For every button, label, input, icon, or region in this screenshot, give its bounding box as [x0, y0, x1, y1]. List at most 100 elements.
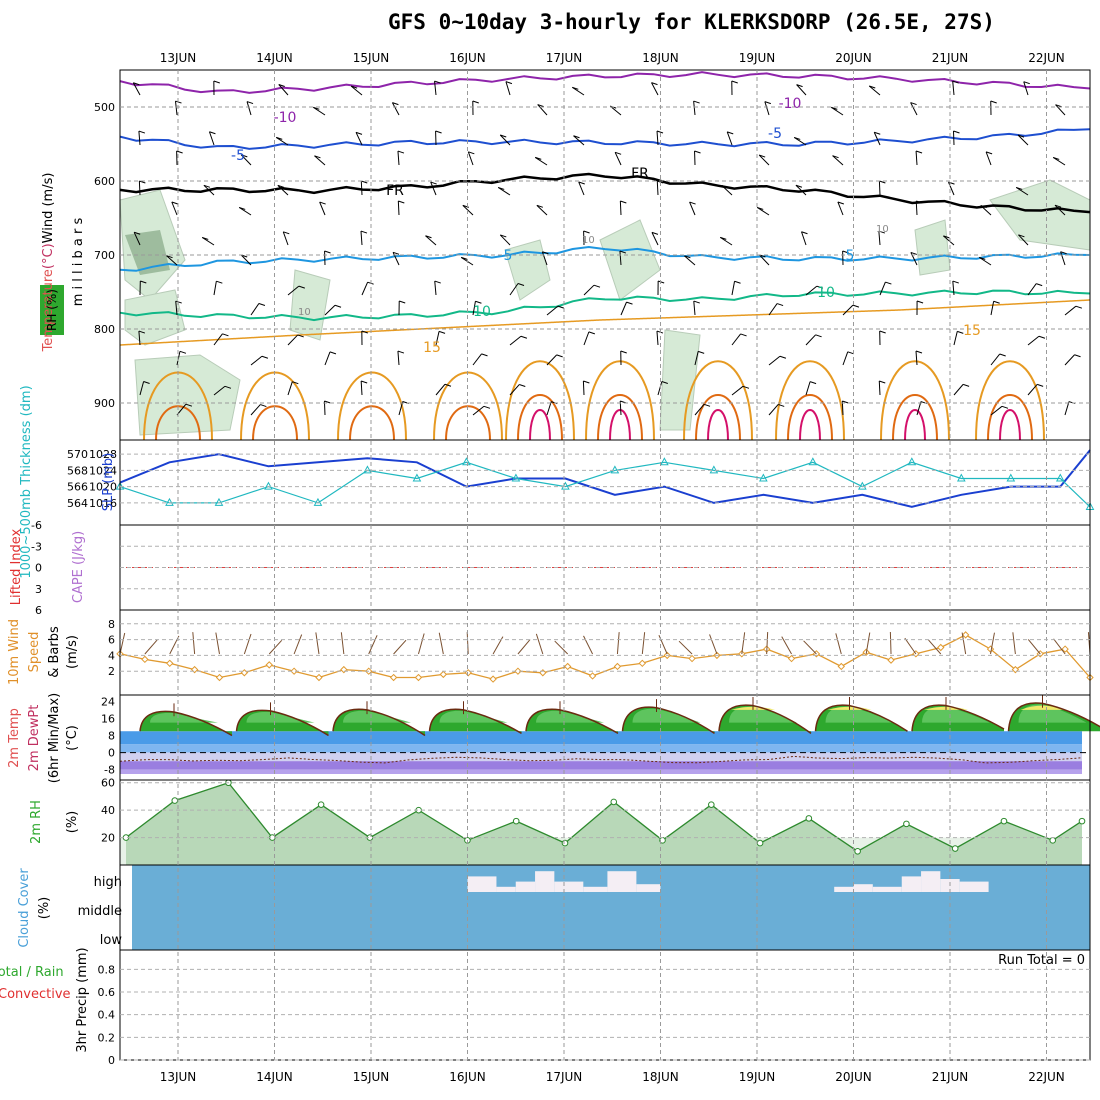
- wind-barb: [314, 155, 326, 166]
- wind-barb-flag: [505, 81, 513, 85]
- temp-hump-warm: [343, 710, 411, 723]
- wind-speed-marker: [215, 673, 224, 682]
- wind-barb-flag: [1053, 156, 1060, 160]
- wind-barb-flag: [283, 231, 290, 235]
- wind-barb-flag: [140, 280, 147, 284]
- wind-barb-flag: [999, 353, 1006, 357]
- temp-ylabel: 2m DewPt: [27, 705, 42, 772]
- wind-barb: [768, 355, 781, 366]
- cloud-high-block: [496, 886, 516, 892]
- wind-barb: [657, 381, 663, 396]
- temp-tick-label: 16: [101, 712, 115, 725]
- wind-barb: [505, 81, 511, 96]
- wind-barb-flag: [361, 380, 368, 384]
- wind-barb: [174, 101, 178, 116]
- wind-barb-flag: [878, 230, 886, 234]
- contour-line-20: [517, 394, 563, 441]
- contour-line: [119, 245, 1091, 272]
- wind-barb-10m: [393, 639, 407, 655]
- wind-barb-flag: [468, 151, 475, 155]
- cloud-level-label: middle: [78, 904, 122, 919]
- contour-line: [119, 128, 1091, 150]
- wind-barb: [360, 180, 363, 196]
- rh-marker: [1078, 817, 1086, 825]
- run-total-label: Run Total = 0: [998, 953, 1085, 968]
- wind-speed-marker: [563, 662, 572, 671]
- wind-barb-flag: [694, 150, 701, 154]
- wind-barb: [1054, 204, 1066, 216]
- pressure-tick-label: 800: [94, 323, 115, 336]
- wind-barb: [397, 151, 400, 166]
- wind-barb: [978, 256, 992, 266]
- wind-barb: [656, 180, 659, 196]
- wind-barb-flag: [703, 403, 711, 407]
- wind-barb-flag: [832, 155, 839, 159]
- wind-barb-10m: [517, 639, 531, 655]
- wind-barb-flag: [620, 350, 627, 354]
- wind-speed-marker: [588, 672, 597, 680]
- contour-line: [119, 289, 1091, 322]
- wind-barb: [434, 81, 437, 96]
- wind-barb: [801, 231, 807, 246]
- wind-barb-flag: [915, 350, 923, 354]
- wind-barb: [953, 384, 964, 396]
- wind-barb: [756, 207, 770, 216]
- wind-barb-flag: [656, 330, 664, 334]
- date-label-bottom: 17JUN: [546, 1070, 583, 1084]
- pressure-tick-label: 900: [94, 397, 115, 410]
- cloud-high-block: [901, 876, 922, 892]
- wind-barb: [138, 180, 141, 196]
- temp-tick-label: 8: [108, 730, 115, 743]
- cloud-high-block: [853, 884, 873, 892]
- thickness-marker: [511, 473, 521, 482]
- wind-barb-flag: [720, 236, 727, 240]
- rh-marker: [512, 817, 520, 825]
- wind-barb-10m: [865, 632, 871, 655]
- wind-barb-flag: [879, 330, 886, 334]
- temp-hump-warm: [729, 706, 797, 723]
- wind-barb: [1017, 134, 1029, 146]
- wind-barb-flag: [1054, 204, 1062, 208]
- wind-barb: [509, 335, 522, 346]
- slp-line: [119, 449, 1091, 508]
- thickness-marker: [759, 473, 768, 482]
- wind-barb-flag: [614, 151, 622, 155]
- wind-barb-10m: [315, 632, 320, 655]
- wind-barb-flag: [139, 180, 146, 184]
- contour-line-20: [695, 394, 741, 441]
- wind-barb-flag: [261, 355, 269, 359]
- wind-barb-flag: [278, 84, 285, 87]
- date-label-top: 17JUN: [546, 51, 583, 65]
- wind-barb-10m: [466, 632, 469, 655]
- wind-barb-flag: [801, 231, 808, 235]
- wind-barb-flag: [778, 403, 785, 407]
- wind-barb-flag: [689, 201, 696, 205]
- rh-shading-dark: [125, 230, 170, 275]
- wind-barb-flag: [1023, 81, 1030, 85]
- wind-barb-flag: [277, 184, 284, 188]
- wind-barb-flag: [472, 100, 479, 104]
- thickness-ylabel: 1000~500mb Thickness (dm): [19, 385, 34, 578]
- thickness-marker: [858, 481, 867, 490]
- wind-barb-flag: [1001, 405, 1009, 409]
- wind-barb: [990, 301, 995, 316]
- wind-tick-label: 4: [108, 649, 115, 662]
- wind-barb: [719, 236, 733, 246]
- wind-barb-flag: [1055, 104, 1062, 108]
- wind-barb: [534, 156, 548, 166]
- wind-speed-marker: [290, 667, 298, 675]
- wind-barb: [313, 106, 326, 116]
- contour-label: 10: [817, 285, 835, 301]
- precip-legend-total: Total / Rain: [0, 965, 64, 980]
- wind-barb-10m: [835, 633, 842, 655]
- cloud-high-block: [535, 871, 555, 892]
- li-tick-label: 6: [35, 604, 42, 617]
- cloud-ylabel: Cloud Cover: [17, 868, 32, 948]
- wind-barb: [693, 301, 696, 316]
- rh-shading: [124, 289, 186, 346]
- contour-line: [119, 172, 1091, 214]
- pressure-axis-title: m i l l i b a r s: [71, 218, 86, 307]
- wind-barb: [842, 304, 854, 316]
- thickness-marker: [264, 481, 273, 490]
- wind-barb-flag: [399, 300, 406, 304]
